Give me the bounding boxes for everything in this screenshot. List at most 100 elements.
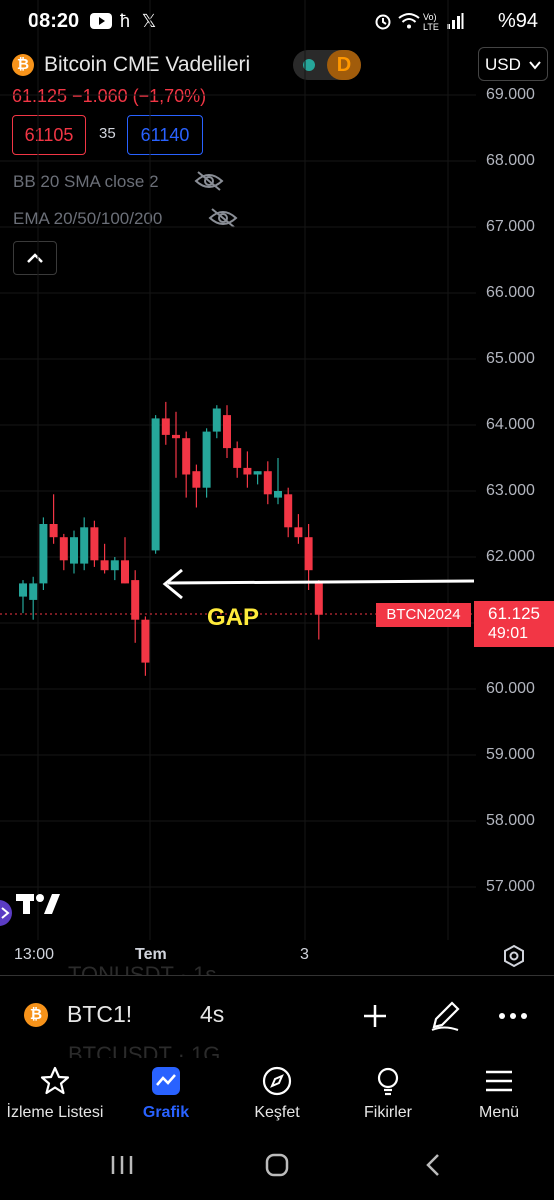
spread-value: 35 — [99, 125, 116, 142]
candle-body — [90, 527, 99, 561]
time-tick: 3 — [300, 946, 309, 963]
current-price-tag: 61.125 49:01 — [474, 601, 554, 647]
symbol-search-button[interactable]: BTC1! — [67, 1001, 133, 1027]
nav-menu[interactable]: Menü — [444, 1058, 554, 1134]
candle-body — [100, 560, 109, 571]
alarm-icon — [372, 10, 394, 32]
candle-body — [192, 471, 201, 488]
collapse-legend-button[interactable] — [13, 241, 57, 275]
back-icon[interactable] — [424, 1153, 442, 1177]
price-tick: 59.000 — [486, 746, 535, 763]
nav-watchlist[interactable]: İzleme Listesi — [0, 1058, 110, 1134]
candle-body — [121, 560, 129, 584]
candle-body — [274, 491, 282, 498]
compass-icon — [262, 1066, 292, 1096]
home-icon[interactable] — [265, 1153, 289, 1177]
price-tick: 62.000 — [486, 548, 535, 565]
symbol-bar — [0, 975, 554, 1056]
eye-off-icon[interactable] — [208, 207, 238, 229]
price-tick: 64.000 — [486, 416, 535, 433]
nav-label: Keşfet — [254, 1104, 300, 1121]
candle-body — [172, 434, 180, 439]
eye-off-icon[interactable] — [194, 170, 224, 192]
status-time: 08:20 — [28, 10, 80, 32]
candle-body — [80, 527, 89, 564]
gap-annotation[interactable]: GAP — [207, 604, 260, 631]
candle-body — [233, 448, 242, 468]
price-tick: 58.000 — [486, 812, 535, 829]
last-price-change: 61.125 −1.060 (−1,70%) — [12, 86, 207, 106]
more-options-icon[interactable] — [498, 1011, 528, 1021]
market-open-dot-icon — [303, 59, 315, 71]
price-tick: 63.000 — [486, 482, 535, 499]
symbol-price-tag[interactable]: BTCN2024 — [376, 603, 471, 627]
youtube-icon — [90, 10, 112, 32]
nav-label: İzleme Listesi — [6, 1104, 104, 1121]
candle-body — [131, 580, 140, 620]
chevron-down-icon — [529, 61, 541, 70]
threads-icon: ħ — [119, 10, 130, 31]
battery-level: %94 — [497, 10, 538, 32]
android-navigation-bar — [0, 1134, 554, 1200]
indicator-ema[interactable]: EMA 20/50/100/200 — [13, 209, 163, 228]
tradingview-logo-icon[interactable] — [14, 890, 62, 918]
candle-body — [284, 494, 293, 528]
star-icon — [40, 1066, 70, 1095]
nav-label: Menü — [478, 1104, 520, 1121]
go-to-realtime-icon[interactable] — [0, 900, 12, 926]
candle-body — [253, 471, 262, 475]
bottom-navigation: İzleme Listesi Grafik Keşfet Fikirler Me… — [0, 1058, 554, 1134]
price-tick: 69.000 — [486, 86, 535, 103]
currency-select[interactable]: USD — [478, 47, 548, 81]
time-tick: Tem — [135, 946, 167, 963]
nav-explore[interactable]: Keşfet — [222, 1058, 332, 1134]
nav-label: Fikirler — [364, 1104, 412, 1121]
gap-arrow[interactable] — [162, 568, 475, 600]
nav-chart[interactable]: Grafik — [111, 1058, 221, 1134]
candle-body — [19, 583, 27, 597]
candle-body — [151, 418, 160, 551]
candle-body — [243, 467, 252, 475]
candle-body — [304, 537, 313, 571]
hamburger-icon — [486, 1070, 512, 1092]
chart-icon — [152, 1067, 180, 1095]
price-tick: 67.000 — [486, 218, 535, 235]
chart-grid — [0, 0, 476, 940]
price-tick: 65.000 — [486, 350, 535, 367]
price-tick: 66.000 — [486, 284, 535, 301]
recent-apps-icon[interactable] — [110, 1154, 134, 1176]
lte-indicator: Vo) LTE — [423, 12, 439, 32]
add-plus-icon[interactable] — [362, 1003, 388, 1029]
bar-countdown: 49:01 — [488, 625, 529, 642]
nav-ideas[interactable]: Fikirler — [333, 1058, 443, 1134]
price-tick: 68.000 — [486, 152, 535, 169]
candle-body — [39, 524, 48, 584]
price-tick: 57.000 — [486, 878, 535, 895]
candle-body — [110, 560, 119, 571]
x-icon: 𝕏 — [141, 10, 157, 31]
interval-button[interactable]: 4s — [200, 1001, 225, 1027]
sell-bid-button[interactable]: 61105 — [12, 115, 86, 155]
symbol-title[interactable]: Bitcoin CME Vadelileri — [44, 53, 251, 76]
drawing-pencil-icon[interactable] — [428, 999, 462, 1033]
candle-body — [212, 408, 221, 432]
candle-body — [182, 438, 191, 475]
candle-body — [202, 431, 211, 488]
candle-body — [29, 583, 38, 600]
candle-body — [294, 527, 303, 538]
wifi-icon — [398, 10, 420, 32]
candles — [19, 401, 323, 676]
delayed-data-badge: D — [327, 50, 361, 80]
price-chart[interactable] — [0, 0, 554, 975]
price-tick: 60.000 — [486, 680, 535, 697]
nav-label: Grafik — [142, 1104, 190, 1121]
currency-value: USD — [485, 55, 521, 74]
chart-settings-icon[interactable] — [502, 944, 526, 968]
bulb-icon — [377, 1067, 399, 1096]
session-status-badge[interactable]: D — [293, 50, 361, 80]
indicator-bb[interactable]: BB 20 SMA close 2 — [13, 172, 159, 191]
buy-ask-button[interactable]: 61140 — [127, 115, 203, 155]
candle-body — [70, 537, 78, 564]
bitcoin-logo-icon: ₿ — [12, 54, 34, 76]
candle-body — [314, 583, 323, 615]
